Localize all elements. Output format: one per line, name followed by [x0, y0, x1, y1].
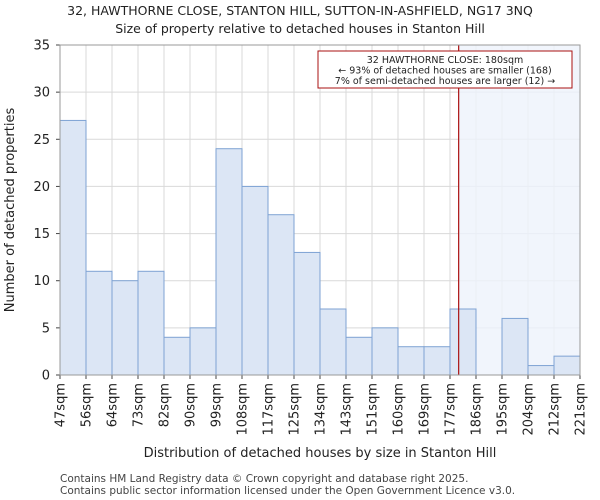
x-tick-label: 64sqm: [106, 383, 121, 427]
footer-line2: Contains public sector information licen…: [60, 485, 516, 497]
plot-frame: [59, 44, 581, 376]
y-tick-label: 15: [33, 227, 50, 242]
x-tick-label: 117sqm: [262, 383, 277, 436]
bars: [59, 119, 581, 376]
y-tick-label: 0: [42, 369, 50, 384]
x-axis-label: Distribution of detached houses by size …: [144, 446, 497, 461]
bar: [319, 308, 347, 376]
bar: [111, 280, 139, 376]
x-tick-label: 160sqm: [392, 383, 407, 436]
x-tick-label: 221sqm: [574, 383, 589, 436]
annotation-border: [317, 50, 573, 89]
bar: [449, 308, 477, 376]
x-axis-ticks: 47sqm 56sqm 64sqm 73sqm 82sqm 90sqm 99sqm 108sq…: [54, 375, 589, 436]
x-tick-label: 73sqm: [132, 383, 147, 427]
annotation-box: 32 HAWTHORNE CLOSE: 180sqm ← 93% of deta…: [317, 50, 573, 89]
bar: [553, 355, 581, 376]
bar: [371, 327, 399, 376]
x-tick-label: 204sqm: [522, 383, 537, 436]
bar: [163, 336, 191, 376]
bar: [345, 336, 373, 376]
y-tick-label: 5: [42, 321, 50, 336]
bar: [293, 251, 321, 376]
bar: [267, 214, 295, 376]
y-axis-ticks: 0 5 10 15 20 25 30 35: [33, 39, 60, 384]
bar: [189, 327, 217, 376]
x-tick-label: 143sqm: [340, 383, 355, 436]
bar: [85, 270, 113, 376]
annotation-line2: ← 93% of detached houses are smaller (16…: [338, 66, 551, 77]
x-tick-label: 82sqm: [158, 383, 173, 427]
chart-title-line2: Size of property relative to detached ho…: [115, 21, 485, 36]
x-tick-label: 169sqm: [418, 383, 433, 436]
chart-title-line1: 32, HAWTHORNE CLOSE, STANTON HILL, SUTTO…: [67, 3, 533, 18]
x-tick-label: 186sqm: [470, 383, 485, 436]
x-tick-label: 56sqm: [80, 383, 95, 427]
y-tick-label: 35: [33, 39, 50, 54]
x-tick-label: 177sqm: [444, 383, 459, 436]
annotation-line1: 32 HAWTHORNE CLOSE: 180sqm: [367, 55, 523, 66]
bar: [215, 148, 243, 376]
bar: [527, 365, 555, 376]
bar: [241, 185, 269, 376]
bar: [501, 317, 529, 376]
y-tick-label: 10: [33, 274, 50, 289]
x-tick-label: 134sqm: [314, 383, 329, 436]
x-tick-label: 212sqm: [548, 383, 563, 436]
x-tick-label: 125sqm: [288, 383, 303, 436]
bar: [423, 346, 451, 376]
x-tick-label: 151sqm: [366, 383, 381, 436]
y-tick-label: 20: [33, 180, 50, 195]
x-tick-label: 108sqm: [236, 383, 251, 436]
bar: [59, 119, 87, 376]
x-tick-label: 195sqm: [496, 383, 511, 436]
footer-line1: Contains HM Land Registry data © Crown c…: [60, 473, 469, 485]
y-tick-label: 25: [33, 133, 50, 148]
bar: [397, 346, 425, 376]
x-tick-label: 99sqm: [210, 383, 225, 427]
y-tick-label: 30: [33, 86, 50, 101]
y-axis-label: Number of detached properties: [3, 108, 18, 313]
x-tick-label: 90sqm: [184, 383, 199, 427]
annotation-line3: 7% of semi-detached houses are larger (1…: [335, 76, 555, 87]
bar: [137, 270, 165, 376]
x-tick-label: 47sqm: [54, 383, 69, 427]
